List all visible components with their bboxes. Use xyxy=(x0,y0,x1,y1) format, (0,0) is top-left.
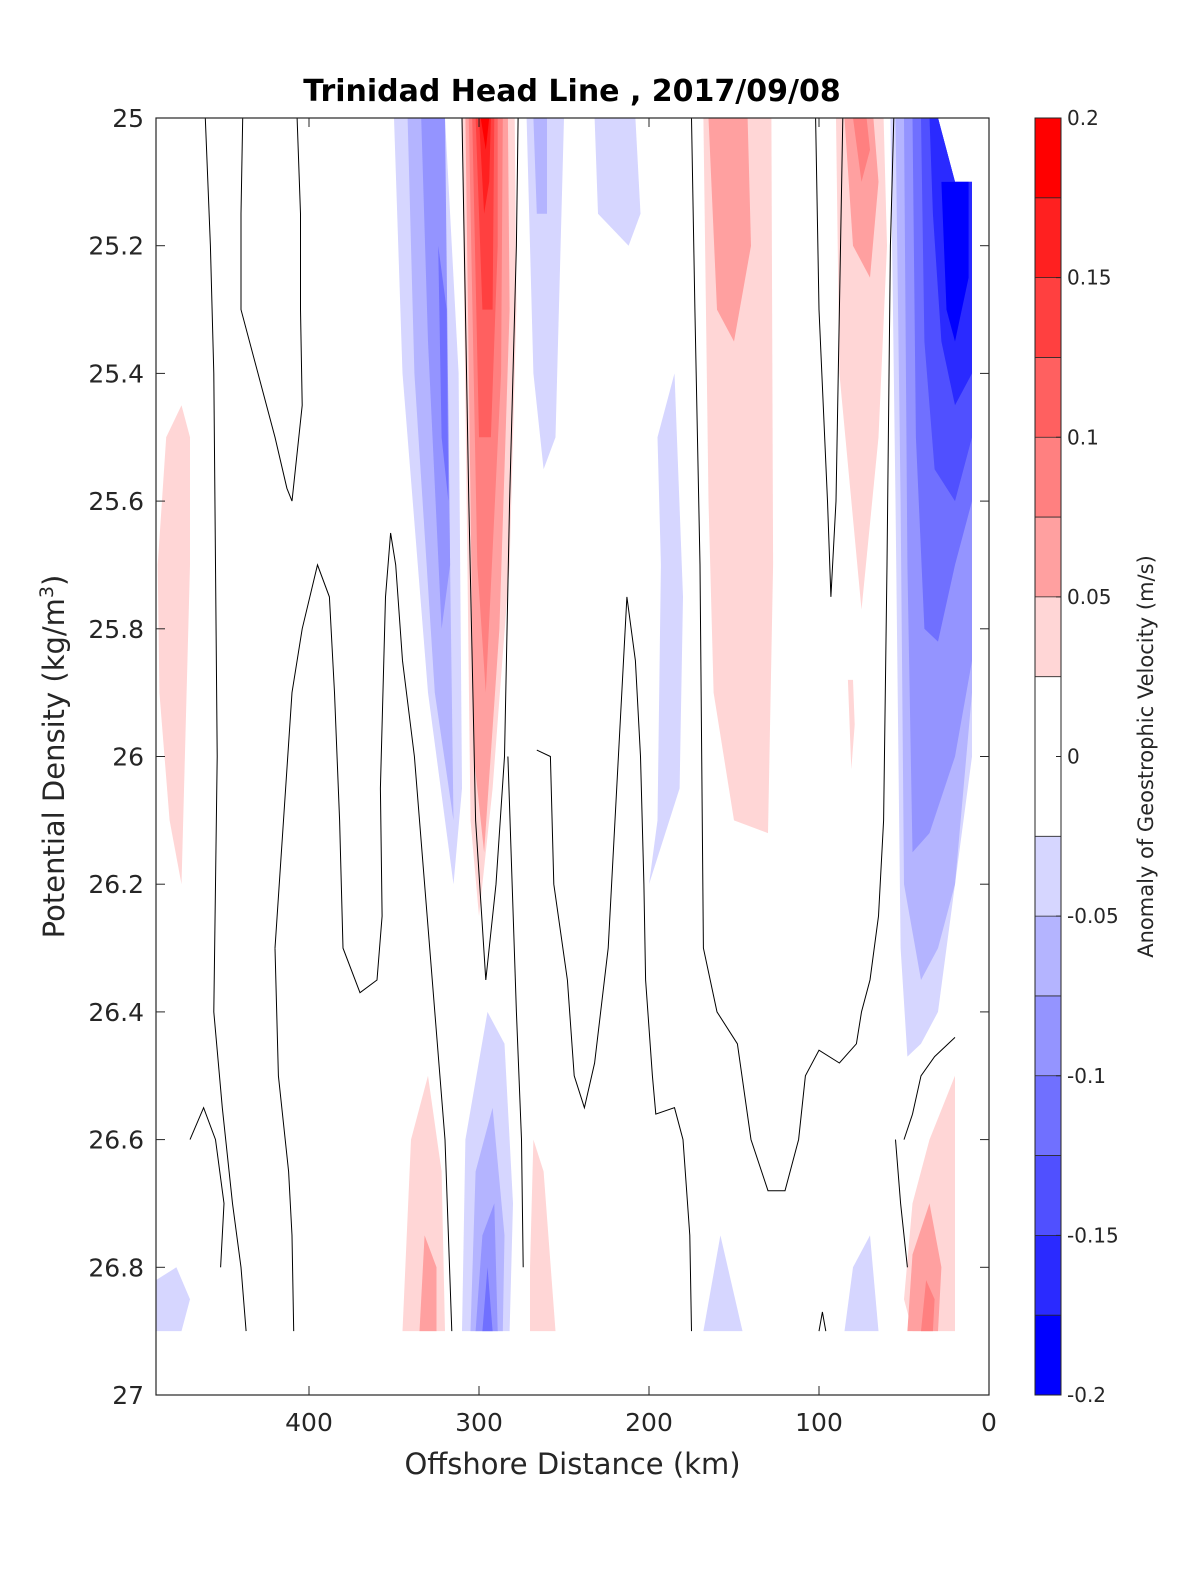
anomaly-patch-east-of-jet-negative xyxy=(526,118,564,470)
zero-contour-5 xyxy=(274,948,295,1332)
zero-contour-4 xyxy=(274,532,453,1332)
y-tick-label: 26 xyxy=(112,743,144,772)
x-tick-label: 400 xyxy=(285,1408,333,1437)
anomaly-patch-central-negative xyxy=(649,373,683,885)
anomaly-patch-upper-mid-negative xyxy=(594,118,641,246)
colorbar: 0.2 0.15 0.1 0.05 0 -0.05 -0.1 -0.15 -0.2 xyxy=(1034,106,1119,1407)
anomaly-patch-deep-small-positive xyxy=(530,1139,556,1332)
x-axis-ticks: 400 300 200 100 0 xyxy=(285,118,997,1437)
zero-contour-2 xyxy=(240,117,303,502)
zero-contour-10 xyxy=(815,117,844,597)
colorbar-tick-label: 0 xyxy=(1067,745,1080,769)
colorbar-swatch xyxy=(1035,517,1061,597)
colorbar-tick-label: -0.05 xyxy=(1067,904,1119,928)
colorbar-swatch xyxy=(1035,437,1061,518)
colorbar-swatch xyxy=(1035,1075,1061,1156)
anomaly-patch-jet-positive-core xyxy=(480,118,490,150)
colorbar-swatch xyxy=(1035,277,1061,358)
colorbar-swatch xyxy=(1035,357,1061,438)
anomaly-patch-small-positive-blob xyxy=(847,679,855,770)
zero-contour-7 xyxy=(507,756,524,1268)
colorbar-tick-label: 0.15 xyxy=(1067,266,1112,290)
colorbar-swatch xyxy=(1035,1315,1061,1395)
zero-contour-8 xyxy=(536,596,692,1332)
y-axis-ticks: 25 25.2 25.4 25.6 25.8 26 26.2 26.4 26.6 26.8 27 xyxy=(88,104,989,1410)
y-tick-label: 26.4 xyxy=(88,998,144,1027)
colorbar-swatch xyxy=(1035,836,1061,917)
colorbar-swatch xyxy=(1035,1155,1061,1236)
colorbar-label: Anomaly of Geostrophic Velocity (m/s) xyxy=(1134,555,1158,958)
colorbar-tick-label: -0.15 xyxy=(1067,1223,1119,1247)
y-tick-label: 25.6 xyxy=(88,487,144,516)
y-tick-label: 25.4 xyxy=(88,359,144,388)
y-tick-label: 26.2 xyxy=(88,870,144,899)
colorbar-swatch xyxy=(1035,995,1061,1076)
x-tick-label: 100 xyxy=(795,1408,843,1437)
colorbar-swatch xyxy=(1035,1235,1061,1316)
anomaly-patch-inshore-positive-2 xyxy=(844,118,879,278)
anomaly-patch-east-of-jet-negative-core xyxy=(533,118,547,214)
y-axis-label: Potential Density (kg/m3) xyxy=(36,575,71,939)
colorbar-ticks: 0.2 0.15 0.1 0.05 0 -0.05 -0.1 -0.15 -0.2 xyxy=(1056,106,1119,1407)
chart-title: Trinidad Head Line , 2017/09/08 xyxy=(303,74,840,109)
zero-contour-1 xyxy=(204,117,247,1332)
y-tick-label: 25.8 xyxy=(88,615,144,644)
x-tick-label: 200 xyxy=(625,1408,673,1437)
anomaly-patch-deep-west-positive-core xyxy=(419,1235,437,1332)
anomaly-patch-deep-nearshore-positive-core xyxy=(921,1280,935,1332)
zero-contour-12 xyxy=(895,1139,908,1268)
anomaly-patch-west-edge-positive xyxy=(157,405,190,885)
anomaly-patch-jet-negative-3 xyxy=(421,118,451,629)
y-tick-label: 27 xyxy=(112,1381,144,1410)
anomaly-patch-inshore-positive-outer xyxy=(836,118,887,610)
y-axis-label-main: Potential Density (kg/m xyxy=(37,598,71,938)
anomaly-patch-deep-jet-negative-3 xyxy=(475,1203,498,1332)
x-tick-label: 300 xyxy=(455,1408,503,1437)
zero-contour-6 xyxy=(461,117,519,981)
y-tick-label: 25 xyxy=(112,104,144,133)
anomaly-patch-nearshore-negative-core xyxy=(941,181,969,342)
zero-contour-lines xyxy=(189,117,956,1332)
colorbar-tick-label: 0.2 xyxy=(1067,106,1099,130)
colorbar-swatch xyxy=(1035,118,1061,198)
anomaly-patch-jet-negative-4 xyxy=(438,245,449,502)
y-axis-label-superscript: 3 xyxy=(36,586,58,598)
x-tick-label: 0 xyxy=(981,1408,997,1437)
colorbar-tick-label: 0.1 xyxy=(1067,425,1099,449)
zero-contour-3 xyxy=(189,1106,225,1268)
colorbar-tick-label: 0.05 xyxy=(1067,585,1112,609)
zero-contour-13 xyxy=(818,1311,827,1332)
zero-contour-9 xyxy=(691,117,895,1192)
anomaly-patch-southwest-corner-negative xyxy=(156,1267,190,1332)
x-axis-label: Offshore Distance (km) xyxy=(404,1447,740,1481)
plot-area: 400 300 200 100 0 25 25.2 25.4 25.6 25.8 26 26.2 26… xyxy=(88,104,997,1437)
y-axis-label-suffix: ) xyxy=(37,575,71,586)
anomaly-patch-deep-mid-negative xyxy=(703,1235,743,1332)
colorbar-swatch xyxy=(1035,596,1061,677)
anomaly-patch-shelfbreak-positive-2 xyxy=(708,118,751,342)
colorbar-tick-label: -0.2 xyxy=(1067,1383,1106,1407)
anomaly-patch-deep-jet-negative-core xyxy=(482,1267,493,1332)
anomaly-patch-deep-inshore-negative xyxy=(844,1235,879,1332)
velocity-anomaly-fills xyxy=(156,118,972,1332)
y-tick-label: 25.2 xyxy=(88,232,144,261)
y-tick-label: 26.8 xyxy=(88,1253,144,1282)
colorbar-swatch xyxy=(1035,916,1061,996)
colorbar-swatch xyxy=(1035,197,1061,278)
colorbar-tick-label: -0.1 xyxy=(1067,1064,1106,1088)
y-tick-label: 26.6 xyxy=(88,1126,144,1155)
anomaly-patch-inshore-positive-core xyxy=(853,118,870,182)
zero-contour-11 xyxy=(903,1037,956,1140)
anomaly-patch-jet-positive-6 xyxy=(479,118,491,214)
colorbar-swatches xyxy=(1035,117,1061,1395)
